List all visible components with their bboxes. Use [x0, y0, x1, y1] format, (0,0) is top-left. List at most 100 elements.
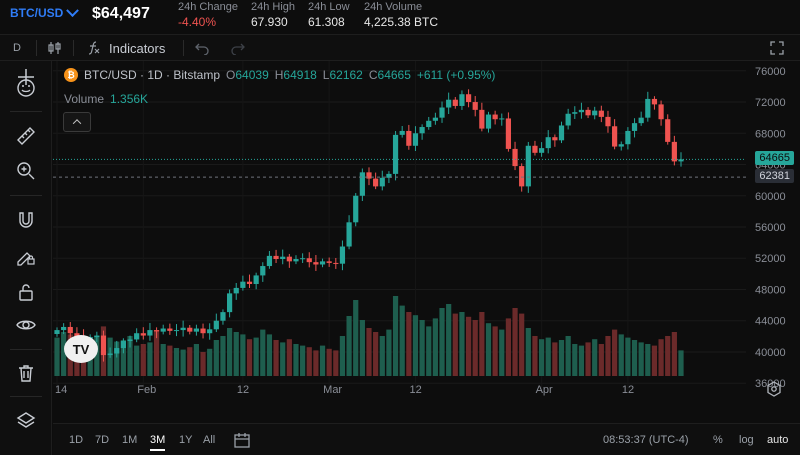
- x-tick-label: 12: [622, 384, 634, 396]
- candle-body: [492, 114, 498, 120]
- clock-timezone[interactable]: 08:53:37 (UTC-4): [603, 434, 689, 446]
- function-icon[interactable]: [86, 40, 102, 56]
- volume-bar: [167, 345, 173, 376]
- interval-button[interactable]: D: [13, 42, 21, 54]
- candle-body: [339, 246, 346, 264]
- zoom-tool[interactable]: [14, 159, 38, 183]
- magnet-icon[interactable]: [15, 209, 37, 231]
- volume-bar: [538, 339, 545, 376]
- volume-bar: [625, 337, 631, 376]
- stat-label: 24h Change: [178, 1, 238, 13]
- volume-value: 1.356K: [110, 92, 149, 106]
- ruler-tool[interactable]: [14, 124, 38, 148]
- volume-bar: [253, 337, 259, 376]
- calendar-icon[interactable]: [233, 431, 251, 449]
- x-tick-label: 14: [55, 384, 67, 396]
- candle-body: [439, 107, 445, 118]
- y-tick-label: 56000: [755, 222, 786, 234]
- candle-body: [200, 328, 206, 334]
- volume-bar: [300, 345, 306, 376]
- stat-24h-change: 24h Change -4.40%: [178, 1, 238, 29]
- candles-icon[interactable]: [47, 40, 63, 56]
- candle-body: [592, 110, 598, 116]
- trash-icon[interactable]: [15, 362, 37, 384]
- previous-close-tag: 62381: [755, 169, 794, 184]
- indicators-button[interactable]: Indicators: [86, 35, 165, 61]
- range-7d[interactable]: 7D: [95, 434, 110, 446]
- lock-icon[interactable]: [15, 281, 37, 303]
- undo-button[interactable]: [195, 35, 209, 61]
- collapse-legend-button[interactable]: [63, 112, 91, 132]
- range-1y[interactable]: 1Y: [179, 434, 193, 446]
- emoji-tool[interactable]: [14, 76, 38, 100]
- visibility-tool[interactable]: [14, 313, 38, 337]
- candle-body: [552, 137, 558, 141]
- volume-bar: [54, 337, 60, 376]
- drawing-lock-tool[interactable]: [14, 244, 38, 268]
- redo-button[interactable]: [231, 35, 245, 61]
- pair-label[interactable]: BTC/USD: [10, 6, 64, 20]
- ticker-bar: BTC/USD $64,497 24h Change -4.40% 24h Hi…: [0, 0, 800, 34]
- range-3m[interactable]: 3M: [150, 434, 166, 451]
- ruler-icon[interactable]: [15, 125, 37, 147]
- range-1d[interactable]: 1D: [69, 434, 84, 446]
- volume-bar: [127, 336, 133, 376]
- volume-bar: [233, 332, 239, 376]
- range-1m[interactable]: 1M: [122, 434, 138, 446]
- chevron-up-icon[interactable]: [72, 119, 82, 128]
- layers-icon[interactable]: [15, 410, 37, 432]
- volume-bar: [399, 305, 405, 376]
- volume-bar: [439, 308, 445, 376]
- candle-body: [678, 159, 684, 162]
- lock-tool[interactable]: [14, 280, 38, 304]
- fullscreen-icon[interactable]: [770, 41, 784, 55]
- volume-bar: [61, 332, 67, 376]
- volume-bar: [207, 348, 213, 376]
- undo-icon[interactable]: [195, 41, 209, 55]
- object-tree-tool[interactable]: [14, 409, 38, 433]
- redo-icon[interactable]: [231, 41, 245, 55]
- legend-symbol: BTC/USD · 1D · Bitstamp: [84, 68, 221, 82]
- auto-scale-toggle[interactable]: auto: [767, 434, 789, 446]
- chart-settings-icon[interactable]: [766, 381, 782, 397]
- candle-body: [379, 177, 385, 187]
- pencil-lock-icon[interactable]: [15, 245, 37, 267]
- volume-bar: [366, 328, 372, 376]
- legend-close: 64665: [377, 68, 411, 82]
- remove-drawings-tool[interactable]: [14, 361, 38, 385]
- candle-style-button[interactable]: [47, 35, 63, 61]
- divider: [183, 40, 184, 56]
- log-scale-toggle[interactable]: log: [739, 434, 754, 446]
- ohlc-legend: ₿ BTC/USD · 1D · Bitstamp O 64039 H 64918 …: [64, 68, 495, 82]
- crosshair-icon[interactable]: [15, 66, 37, 88]
- y-tick-label: 40000: [755, 347, 786, 359]
- candle-body: [585, 109, 591, 116]
- candle-body: [280, 256, 286, 260]
- candle-body: [94, 335, 100, 338]
- indicators-label[interactable]: Indicators: [109, 40, 166, 56]
- crosshair-tool[interactable]: [14, 65, 38, 89]
- zoom-in-icon[interactable]: [15, 160, 37, 182]
- volume-bar: [240, 334, 246, 376]
- fullscreen-button[interactable]: [770, 35, 784, 61]
- volume-legend: Volume 1.356K: [64, 92, 148, 106]
- volume-bar: [213, 340, 219, 376]
- price-chart[interactable]: 3600040000440004800052000560006000064000…: [53, 61, 800, 423]
- percent-scale-toggle[interactable]: %: [713, 434, 723, 446]
- chevron-down-icon[interactable]: [66, 3, 80, 17]
- candle-body: [160, 328, 166, 332]
- candle-body: [505, 118, 512, 149]
- volume-bar: [193, 344, 200, 376]
- range-all[interactable]: All: [203, 434, 216, 446]
- volume-bar: [346, 316, 352, 376]
- pair-selector[interactable]: BTC/USD: [10, 3, 80, 20]
- magnet-tool[interactable]: [14, 208, 38, 232]
- chart-area[interactable]: 36000 40000 44000 48000 52000 56000 60000 64000…: [53, 61, 800, 423]
- emoji-icon[interactable]: [15, 77, 37, 99]
- tradingview-logo[interactable]: TV: [64, 335, 98, 363]
- candle-body: [167, 328, 173, 331]
- candle-body: [153, 330, 160, 332]
- y-tick-label: 68000: [755, 128, 786, 140]
- eye-icon[interactable]: [15, 314, 37, 336]
- volume-bar: [465, 316, 472, 376]
